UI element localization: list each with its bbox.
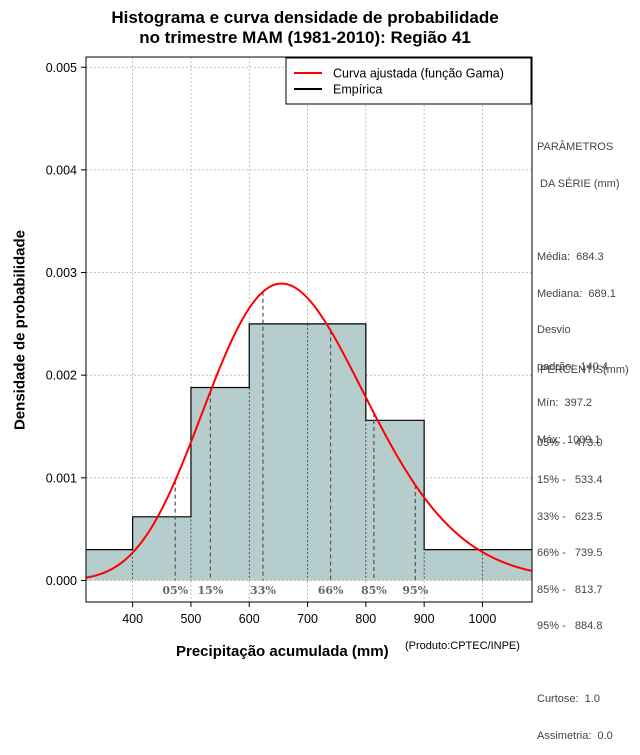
legend-box — [285, 57, 532, 105]
y-axis-label: Densidade de probabilidade — [11, 229, 29, 431]
x-tick-label-900: 900 — [414, 612, 435, 626]
parameters-header-2: DA SÉRIE (mm) — [537, 178, 620, 191]
percentiles-header: PERCENTIS(mm) — [537, 364, 629, 377]
parameter-max: Máx: 1009.1 — [537, 434, 601, 447]
percentile-95: 95% - 884.8 — [537, 620, 603, 633]
y-tick-label-4: 0.004 — [46, 163, 77, 177]
parameter-median: Mediana: 689.1 — [537, 287, 616, 300]
y-tick-label-2: 0.002 — [46, 369, 77, 383]
empirical-outline — [86, 323, 532, 551]
histogram-bar-5 — [365, 420, 425, 581]
parameters-header-1: PARÂMETROS — [537, 141, 614, 154]
histogram-bar-7 — [482, 549, 532, 581]
histogram-bar-1 — [132, 516, 191, 581]
percentile-66: 66% - 739.5 — [537, 547, 603, 560]
percentile-label-33%: 33% — [250, 584, 276, 597]
parameter-sd-value: padrão: 140.4 — [537, 360, 608, 373]
chart-title: Histograma e curva densidade de probabil… — [0, 8, 610, 48]
percentile-label-66%: 66% — [318, 584, 344, 597]
y-tick-label-3: 0.003 — [46, 266, 77, 280]
parameter-mean: Média: 684.3 — [537, 251, 604, 264]
x-tick-label-1000: 1000 — [469, 612, 497, 626]
plot-frame — [85, 56, 533, 603]
percentile-33: 33% - 623.5 — [537, 510, 603, 523]
x-tick-label-400: 400 — [122, 612, 143, 626]
skewness: Assimetria: 0.0 — [537, 730, 613, 743]
percentile-85: 85% - 813.7 — [537, 583, 603, 596]
percentile-label-05%: 05% — [162, 584, 188, 597]
chart-title-line-2: no trimestre MAM (1981-2010): Região 41 — [139, 28, 471, 47]
percentile-15: 15% - 533.4 — [537, 474, 603, 487]
kurtosis: Curtose: 1.0 — [537, 693, 600, 706]
x-tick-label-800: 800 — [355, 612, 376, 626]
histogram-bar-3 — [249, 323, 308, 581]
y-tick-label-0: 0.000 — [46, 574, 77, 588]
product-credit: (Produto:CPTEC/INPE) — [405, 640, 520, 652]
histogram-bar-6 — [424, 549, 483, 581]
x-tick-label-500: 500 — [181, 612, 202, 626]
x-tick-label-700: 700 — [297, 612, 318, 626]
parameter-min: Mín: 397.2 — [537, 397, 593, 410]
percentile-label-85%: 85% — [361, 584, 387, 597]
parameter-sd-label: Desvio — [537, 324, 571, 337]
histogram-bar-4 — [307, 323, 366, 581]
x-tick-label-600: 600 — [239, 612, 260, 626]
gamma-fit-curve — [86, 282, 532, 579]
legend-label-1: Empírica — [333, 83, 382, 97]
legend-label-0: Curva ajustada (função Gama) — [333, 67, 504, 81]
percentile-05: 05% - 473.0 — [537, 437, 603, 450]
percentiles-panel: PERCENTIS(mm) 05% - 473.0 15% - 533.4 33… — [537, 340, 629, 755]
y-tick-label-5: 0.005 — [46, 61, 77, 75]
percentile-label-15%: 15% — [198, 584, 224, 597]
chart-title-line-1: Histograma e curva densidade de probabil… — [111, 8, 499, 27]
percentile-label-95%: 95% — [402, 584, 428, 597]
y-tick-label-1: 0.001 — [46, 471, 77, 485]
x-axis-label: Precipitação acumulada (mm) — [176, 643, 389, 660]
histogram-bar-2 — [190, 387, 250, 581]
histogram-chart: 05% 15% 33% 66% 85% 95% 400 500 600 700 800 900 1000… — [46, 56, 533, 626]
series-parameters-panel: PARÂMETROS DA SÉRIE (mm) Média: 684.3 Me… — [537, 117, 620, 458]
